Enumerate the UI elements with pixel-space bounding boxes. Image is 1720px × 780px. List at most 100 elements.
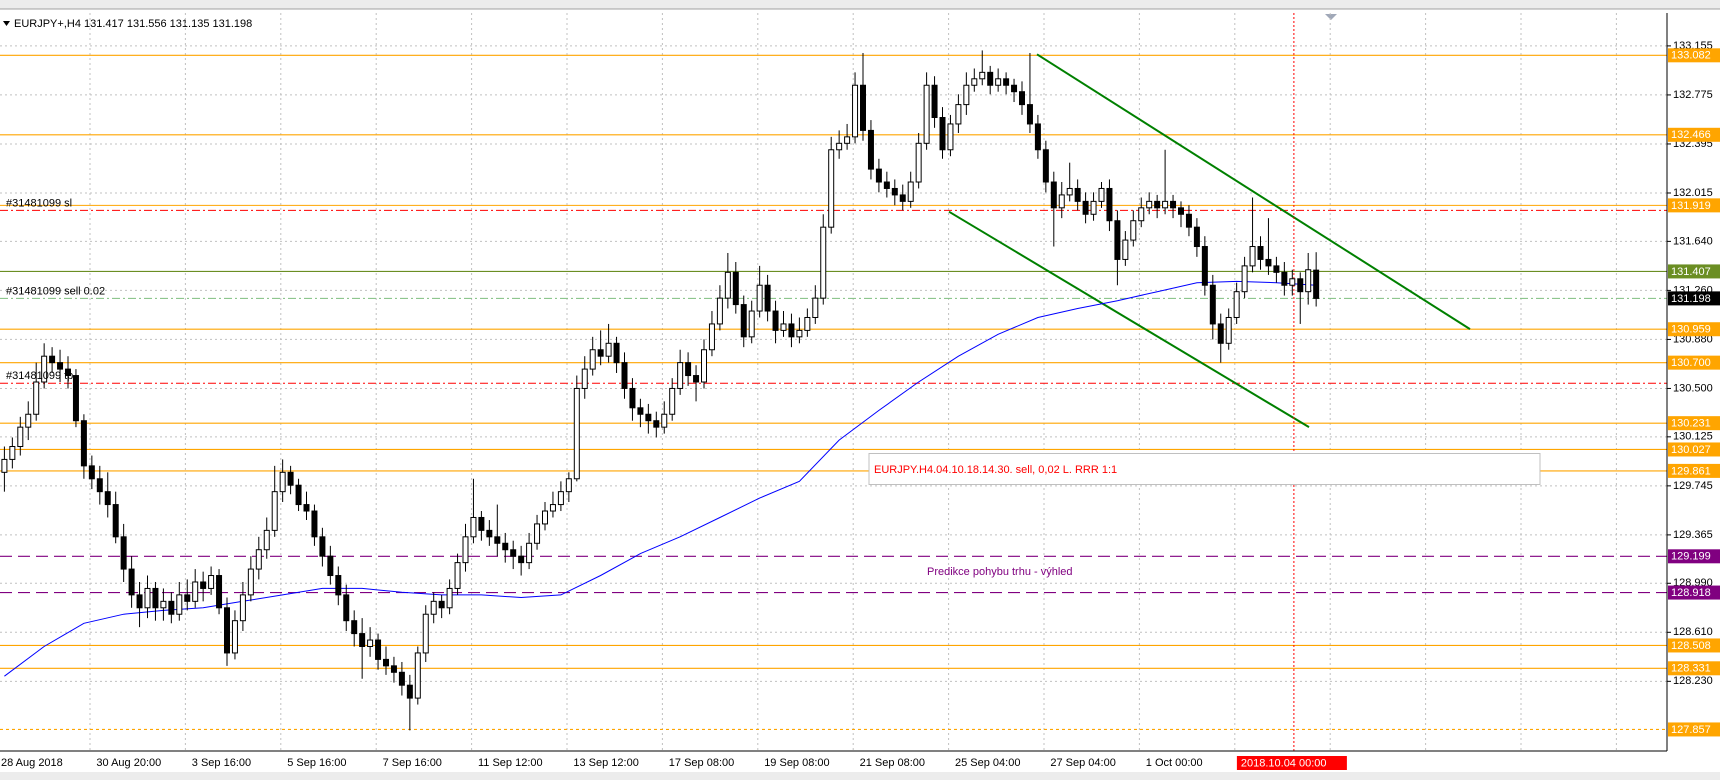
- candle-body: [1193, 226, 1200, 248]
- candle-body: [1074, 187, 1081, 202]
- level-label-box: [1668, 442, 1720, 457]
- candle-body: [589, 349, 596, 370]
- candle-body: [724, 271, 731, 299]
- candle-body: [1034, 123, 1041, 151]
- candle-body: [239, 594, 246, 622]
- candle-body: [1178, 207, 1184, 215]
- level-label-box: [1668, 585, 1720, 600]
- candle-body: [430, 600, 437, 615]
- candle-body: [820, 226, 827, 299]
- candle-body: [907, 181, 914, 202]
- candle-body: [780, 323, 787, 331]
- level-label-box: [1668, 463, 1720, 478]
- candle-body: [446, 587, 453, 609]
- candle-body: [1058, 194, 1065, 209]
- candle-body: [1257, 246, 1264, 260]
- level-label-box: [1668, 322, 1720, 337]
- level-label: 130.700: [1671, 357, 1711, 369]
- candle-body: [1241, 265, 1248, 293]
- candle-body: [1217, 323, 1224, 344]
- candle-body: [303, 504, 310, 512]
- y-tick-label: 129.365: [1673, 529, 1713, 541]
- x-tick-label: 30 Aug 20:00: [96, 757, 161, 769]
- candle-body: [152, 587, 159, 609]
- candle-body: [398, 671, 405, 686]
- candle-body: [637, 407, 644, 415]
- candle-body: [406, 684, 413, 699]
- cursor-time: 2018.10.04 00:00: [1241, 757, 1327, 769]
- annotation: Predikce pohybu trhu - výhled: [927, 566, 1073, 578]
- candle-body: [1273, 265, 1280, 273]
- order-label: #31481099 tp: [6, 370, 73, 382]
- candle-body: [1138, 207, 1145, 222]
- candle-body: [526, 542, 533, 564]
- shift-marker: [1325, 14, 1337, 20]
- candle-body: [542, 510, 548, 525]
- x-tick-label: 19 Sep 08:00: [764, 757, 829, 769]
- y-tick-label: 132.775: [1673, 89, 1713, 101]
- candle-body: [573, 387, 580, 480]
- candle-body: [502, 542, 509, 551]
- candle-body: [732, 271, 739, 306]
- candle-body: [1082, 200, 1089, 215]
- candle-body: [701, 349, 707, 383]
- candle-body: [383, 658, 389, 667]
- candle-body: [494, 536, 501, 544]
- candle-body: [875, 168, 882, 183]
- x-tick-label: 17 Sep 08:00: [669, 757, 734, 769]
- candle-body: [104, 491, 111, 506]
- candle-body: [462, 536, 469, 564]
- candle-body: [995, 78, 1002, 86]
- x-tick-label: 25 Sep 04:00: [955, 757, 1020, 769]
- candle-body: [1114, 220, 1121, 260]
- candle-body: [740, 304, 747, 338]
- candle-body: [971, 78, 978, 86]
- candle-body: [57, 362, 64, 370]
- level-label: 128.508: [1671, 640, 1711, 652]
- candle-body: [295, 484, 302, 506]
- candle-body: [796, 329, 803, 338]
- candle-body: [160, 600, 167, 609]
- candle-body: [1281, 271, 1288, 286]
- candle-body: [1090, 200, 1097, 215]
- candle-body: [677, 362, 684, 389]
- candle-body: [836, 142, 843, 151]
- level-label-box: [1668, 638, 1720, 653]
- candle-body: [1249, 246, 1256, 267]
- candle-body: [860, 84, 866, 131]
- candle-body: [987, 71, 994, 86]
- candle-body: [263, 529, 270, 551]
- candle-body: [1130, 220, 1137, 241]
- candle-body: [478, 516, 485, 531]
- candle-body: [685, 362, 692, 377]
- candle-body: [1313, 269, 1320, 299]
- x-tick-label: 7 Sep 16:00: [383, 757, 442, 769]
- close: 131.198: [213, 18, 253, 30]
- candle-body: [1042, 149, 1049, 183]
- level-label: 129.861: [1671, 465, 1711, 477]
- candle-body: [883, 181, 890, 189]
- candle-body: [947, 123, 954, 151]
- bid-label-box: [1668, 291, 1720, 306]
- candle-body: [844, 136, 851, 144]
- candle-body: [9, 446, 16, 460]
- candle-body: [271, 491, 278, 531]
- level-label: 127.857: [1671, 724, 1711, 736]
- x-tick-label: 27 Sep 04:00: [1050, 757, 1115, 769]
- candle-body: [1233, 291, 1240, 318]
- plot-area: [0, 13, 1667, 751]
- candle-body: [1265, 258, 1272, 267]
- header-arrow: [3, 21, 10, 26]
- header: EURJPY+,H4 131.417 131.556 131.135 131.1…: [14, 18, 252, 30]
- symbol: EURJPY+,H4: [14, 18, 81, 30]
- candle-body: [828, 149, 835, 228]
- candle-body: [216, 575, 223, 609]
- candle-body: [41, 355, 48, 383]
- candle-body: [963, 84, 970, 106]
- open: 131.417: [84, 18, 124, 30]
- candle-body: [1066, 187, 1073, 196]
- y-tick-label: 130.880: [1673, 333, 1713, 345]
- candle-body: [375, 639, 382, 660]
- candle-body: [1106, 187, 1113, 222]
- order-label: #31481099 sl: [6, 197, 72, 209]
